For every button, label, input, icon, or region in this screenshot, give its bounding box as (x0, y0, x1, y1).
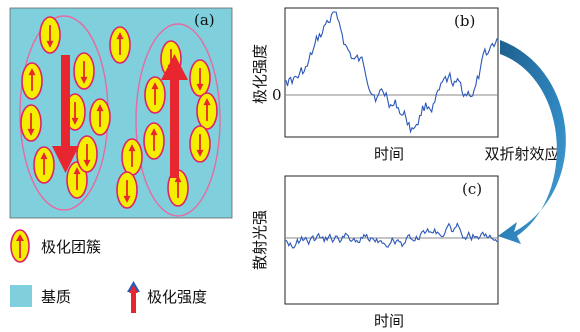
panel-b-xlabel: 时间 (374, 145, 404, 163)
polarization-signal (285, 11, 498, 134)
polar-cluster (189, 59, 211, 97)
birefringence-label: 双折射效应 (484, 145, 559, 163)
legend: 极化团簇 基质 极化强度 (10, 229, 207, 313)
legend-matrix-label: 基质 (41, 288, 71, 306)
panel-c-tag: (c) (462, 180, 482, 198)
legend-polarization-label: 极化强度 (147, 288, 207, 306)
polar-cluster (66, 161, 88, 199)
polar-cluster (143, 122, 165, 160)
polar-cluster (20, 104, 42, 142)
polar-cluster (76, 135, 98, 173)
polar-cluster (33, 146, 55, 184)
curved-arrow (498, 40, 566, 244)
polar-cluster (116, 171, 138, 209)
panel-c: (c) 散射光强 时间 (251, 175, 499, 330)
polar-cluster (189, 125, 211, 163)
cluster-layer (20, 16, 218, 209)
polar-cluster (73, 52, 95, 90)
panel-b-zero-label: 0 (272, 86, 282, 104)
polar-cluster (89, 98, 111, 136)
cluster-group-right (135, 23, 221, 217)
legend-matrix-swatch (10, 285, 32, 307)
polar-cluster (121, 138, 143, 176)
panel-b-frame (284, 7, 499, 138)
big-arrow-down (52, 55, 79, 173)
legend-cluster-icon (10, 229, 30, 263)
polar-cluster (109, 26, 131, 64)
polar-cluster (144, 76, 166, 114)
panel-b: 0 (b) 极化强度 时间 (251, 7, 499, 163)
polar-cluster (167, 169, 189, 207)
legend-cluster-label: 极化团簇 (41, 238, 101, 256)
polar-cluster (21, 62, 43, 100)
scattered-light-signal (285, 222, 498, 249)
panel-a: (a) (9, 7, 233, 219)
panel-c-ylabel: 散射光强 (251, 210, 269, 270)
big-arrow-up (161, 54, 188, 178)
panel-a-tag: (a) (194, 11, 215, 29)
legend-polarization-arrow (127, 281, 140, 313)
polar-cluster (196, 92, 218, 130)
panel-c-xlabel: 时间 (374, 312, 404, 330)
polar-cluster (39, 16, 61, 54)
panel-b-tag: (b) (454, 12, 475, 30)
panel-b-ylabel: 极化强度 (251, 44, 269, 104)
